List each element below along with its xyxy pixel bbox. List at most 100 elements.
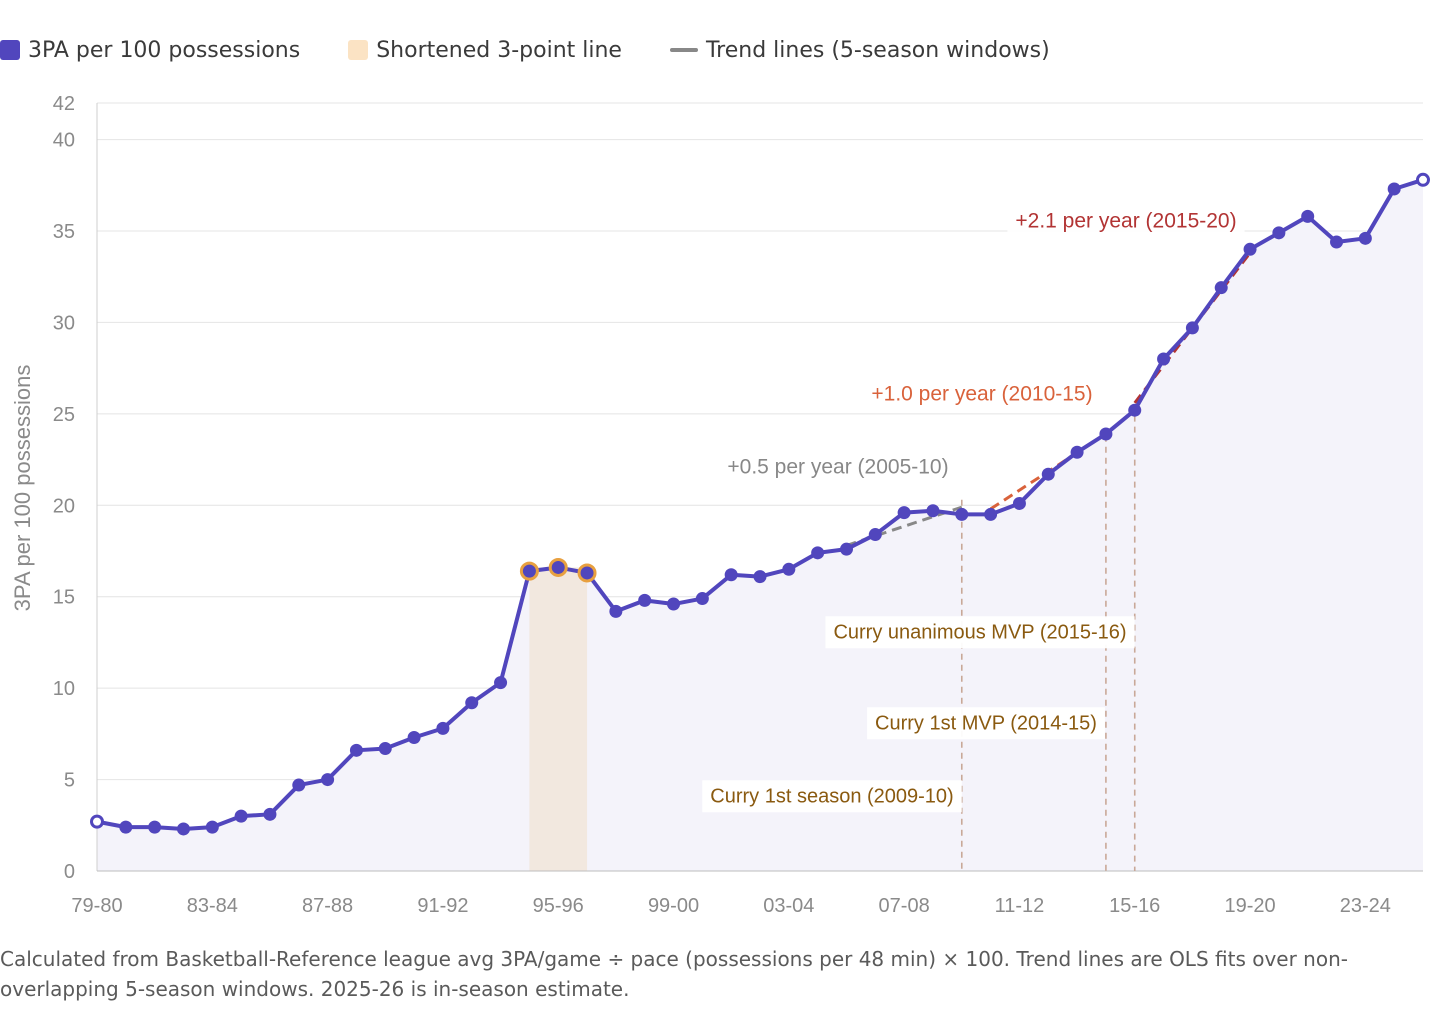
y-tick-label: 30 [53,312,75,334]
annotation-text: +2.1 per year (2015-20) [1015,210,1236,233]
annotation-text: Curry 1st MVP (2014-15) [875,712,1097,734]
data-point[interactable] [436,721,450,735]
data-point[interactable] [695,592,709,606]
data-point[interactable] [955,507,969,521]
data-point[interactable] [868,528,882,542]
annotation-text: +0.5 per year (2005-10) [727,456,948,479]
data-point[interactable] [1358,231,1372,245]
shortened-line-rect [529,567,588,871]
data-point[interactable] [1157,352,1171,366]
data-point[interactable] [263,807,277,821]
data-point[interactable] [234,809,248,823]
shortened-line-band [529,567,588,871]
data-point[interactable] [1272,226,1286,240]
y-tick-label: 15 [53,587,75,609]
trend-label: +0.5 per year (2005-10) [719,450,957,484]
legend-item-trend[interactable]: Trend lines (5-season windows) [669,37,1050,63]
data-point[interactable] [465,696,479,710]
annotation-bg [863,377,1101,411]
legend-item-band[interactable]: Shortened 3-point line [348,38,622,63]
legend-band-label: Shortened 3-point line [376,37,622,63]
data-point[interactable] [1041,467,1055,481]
data-point-shortened[interactable] [548,557,568,577]
area-fill [97,179,1423,872]
data-point[interactable] [1301,209,1315,223]
data-point[interactable] [1330,235,1344,249]
y-tick-label: 0 [64,861,75,883]
event-label: Curry 1st MVP (2014-15) [867,707,1105,740]
annotation-bg [719,450,957,484]
data-point[interactable] [292,778,306,792]
data-point[interactable] [839,542,853,556]
event-label: Curry 1st season (2009-10) [702,780,962,813]
event-label: Curry unanimous MVP (2015-16) [825,616,1135,649]
data-point-endpoint[interactable] [1416,172,1430,187]
data-point[interactable] [638,593,652,607]
x-tick-label: 83-84 [187,895,238,917]
y-tick-label: 42 [53,93,75,115]
data-point[interactable] [378,741,392,755]
data-point[interactable] [1243,242,1257,256]
y-tick-label: 35 [53,221,75,243]
data-point[interactable] [119,820,133,834]
y-tick-label: 20 [53,495,75,517]
legend-band-swatch [348,40,369,60]
x-tick-label: 03-04 [763,895,814,917]
series-points [90,172,1430,836]
x-tick-label: 11-12 [995,895,1045,917]
legend-series-swatch [0,40,20,60]
data-point[interactable] [349,743,363,757]
legend-trend-label: Trend lines (5-season windows) [705,37,1050,63]
data-point[interactable] [926,504,940,518]
data-point[interactable] [494,676,508,690]
x-tick-label: 23-24 [1340,895,1391,917]
annotation-bg [1007,204,1245,238]
x-tick-label: 95-96 [533,895,584,917]
y-axis-title: 3PA per 100 possessions [10,365,35,612]
data-point[interactable] [407,731,421,745]
data-point[interactable] [1128,403,1142,417]
data-point[interactable] [176,822,190,836]
data-point[interactable] [1012,496,1026,510]
y-tick-label: 40 [53,130,75,152]
data-point[interactable] [205,820,219,834]
y-tick-label: 25 [53,404,75,426]
annotation-bg [702,780,962,813]
data-point[interactable] [1070,445,1084,459]
data-point[interactable] [1185,321,1199,335]
legend-item-series[interactable]: 3PA per 100 possessions [0,38,300,63]
data-point[interactable] [1214,281,1228,295]
x-tick-label: 07-08 [879,895,930,917]
data-point[interactable] [984,507,998,521]
annotation-text: Curry unanimous MVP (2015-16) [833,621,1126,643]
data-point[interactable] [724,568,738,582]
series-area [97,179,1423,872]
annotation-bg [867,707,1105,740]
data-point-shortened[interactable] [519,561,539,581]
data-point[interactable] [753,570,767,584]
annotation-labels: +0.5 per year (2005-10) +1.0 per year (20… [702,204,1245,813]
chart-caption: Calculated from Basketball-Reference lea… [0,947,1348,1001]
data-point[interactable] [782,562,796,576]
data-point[interactable] [811,546,825,560]
trend-label: +1.0 per year (2010-15) [863,377,1101,411]
data-point[interactable] [667,597,681,611]
y-tick-label: 10 [53,678,75,700]
annotation-text: +1.0 per year (2010-15) [871,383,1092,406]
x-tick-label: 79-80 [71,895,122,917]
y-tick-label: 5 [64,770,75,792]
legend-series-label: 3PA per 100 possessions [28,37,301,63]
data-point-endpoint[interactable] [90,814,104,829]
event-markers [960,415,1136,871]
data-point[interactable] [1099,427,1113,441]
data-point[interactable] [897,506,911,520]
trend-label: +2.1 per year (2015-20) [1007,204,1245,238]
x-tick-label: 99-00 [648,895,699,917]
data-point-shortened[interactable] [577,563,597,583]
data-point[interactable] [321,773,335,787]
data-point[interactable] [148,820,162,834]
legend-trend-swatch [669,48,698,52]
data-point[interactable] [1387,182,1401,196]
x-tick-label: 19-20 [1224,895,1275,917]
data-point[interactable] [609,604,623,618]
